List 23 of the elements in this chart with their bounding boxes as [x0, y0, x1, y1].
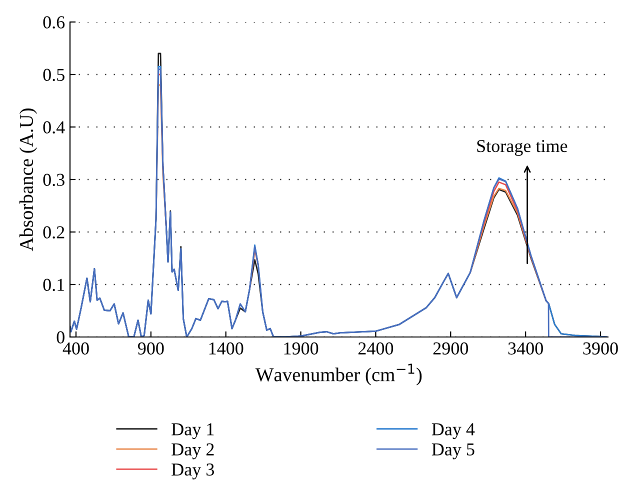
y-tick-label: 0.6 [43, 16, 65, 29]
legend-label: Day 5 [432, 444, 474, 460]
legend-label: Day 3 [172, 464, 214, 480]
legend-label: Day 1 [172, 423, 214, 440]
x-tick-label: 900 [138, 342, 164, 355]
y-tick-label: 0 [56, 331, 64, 344]
y-tick-label: 0.1 [43, 278, 64, 292]
y-tick-label: 0.3 [43, 174, 64, 186]
x-tick-label: 2400 [358, 342, 394, 355]
y-tick-label: 0.2 [43, 226, 64, 239]
legend-label: Day 4 [432, 423, 475, 440]
y-axis-title: Absorbance (A.U) [19, 108, 38, 252]
x-tick-label: 1400 [209, 342, 244, 355]
annotation: Storage time [477, 140, 568, 156]
x-tick-label: 2900 [433, 342, 468, 355]
x-tick-label: 3400 [508, 342, 543, 355]
legend-label: Day 2 [172, 443, 214, 460]
y-tick-label: 0.5 [43, 68, 64, 82]
x-tick-label: 400 [62, 342, 89, 355]
y-tick-label: 0.4 [43, 121, 65, 134]
x-tick-label: 1900 [284, 342, 318, 355]
x-axis-title: Wavenumber (cm$^{−1}$) [255, 364, 422, 386]
x-tick-label: 3900 [583, 342, 618, 355]
